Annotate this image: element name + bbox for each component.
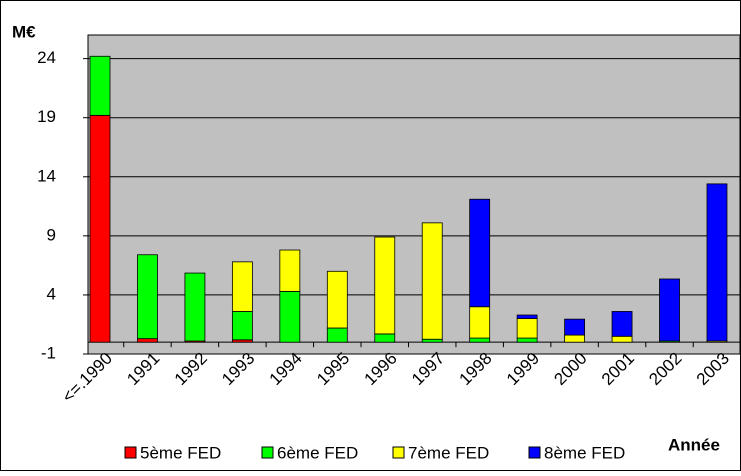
legend-swatch: [124, 446, 137, 459]
bar-segment: [564, 334, 585, 343]
bar-segment: [611, 311, 633, 337]
legend-label: 7ème FED: [408, 443, 489, 462]
bar-segment: [137, 338, 158, 343]
y-tick-label: -1: [41, 343, 56, 362]
legend-label: 8ème FED: [544, 443, 625, 462]
bar-segment: [516, 337, 538, 343]
y-tick-label: 24: [37, 48, 56, 67]
bar-segment: [421, 338, 443, 343]
bar-segment: [611, 335, 633, 343]
bar-segment: [469, 198, 491, 308]
legend-label: 5ème FED: [140, 443, 221, 462]
bar-segment: [374, 236, 396, 335]
bar-segment: [516, 314, 538, 319]
bar-segment: [89, 55, 111, 116]
bar-segment: [326, 327, 348, 343]
bar-segment: [184, 272, 206, 342]
bar-segment: [659, 278, 680, 342]
legend-swatch: [392, 446, 405, 459]
bar-segment: [469, 306, 491, 339]
legend-swatch: [528, 446, 541, 459]
bar-segment: [469, 337, 491, 343]
bar-segment: [89, 114, 111, 343]
legend-swatch: [261, 446, 274, 459]
x-axis-label: Année: [668, 435, 720, 454]
y-tick-label: 14: [37, 166, 56, 185]
y-tick-label: 9: [47, 225, 56, 244]
y-tick-label: 4: [47, 284, 56, 303]
y-tick-label: 19: [37, 107, 56, 126]
bar-segment: [231, 311, 253, 341]
bar-segment: [516, 318, 538, 339]
bar-segment: [279, 249, 301, 292]
bar-segment: [374, 333, 396, 343]
legend-label: 6ème FED: [277, 443, 358, 462]
bar-segment: [231, 261, 253, 312]
bar-segment: [421, 222, 443, 340]
bar-segment: [564, 318, 585, 336]
bar-segment: [137, 254, 158, 340]
y-axis-label: M€: [12, 22, 36, 41]
bar-segment: [326, 270, 348, 329]
bar-segment: [279, 290, 301, 343]
bar-segment: [706, 183, 728, 342]
